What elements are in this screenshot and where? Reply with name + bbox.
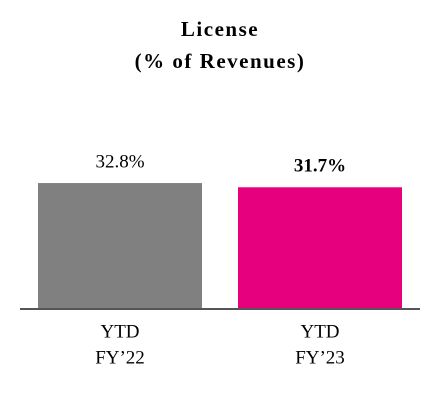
chart-title: License (181, 17, 259, 41)
data-label: 32.8% (95, 151, 144, 172)
x-tick-label: FY’23 (295, 347, 345, 368)
x-tick-label: YTD (300, 321, 339, 342)
data-label: 31.7% (294, 156, 346, 177)
chart-subtitle: (% of Revenues) (135, 49, 306, 73)
bar (38, 183, 202, 309)
bar (238, 187, 402, 309)
x-tick-label: YTD (100, 321, 139, 342)
x-tick-label: FY’22 (95, 347, 145, 368)
